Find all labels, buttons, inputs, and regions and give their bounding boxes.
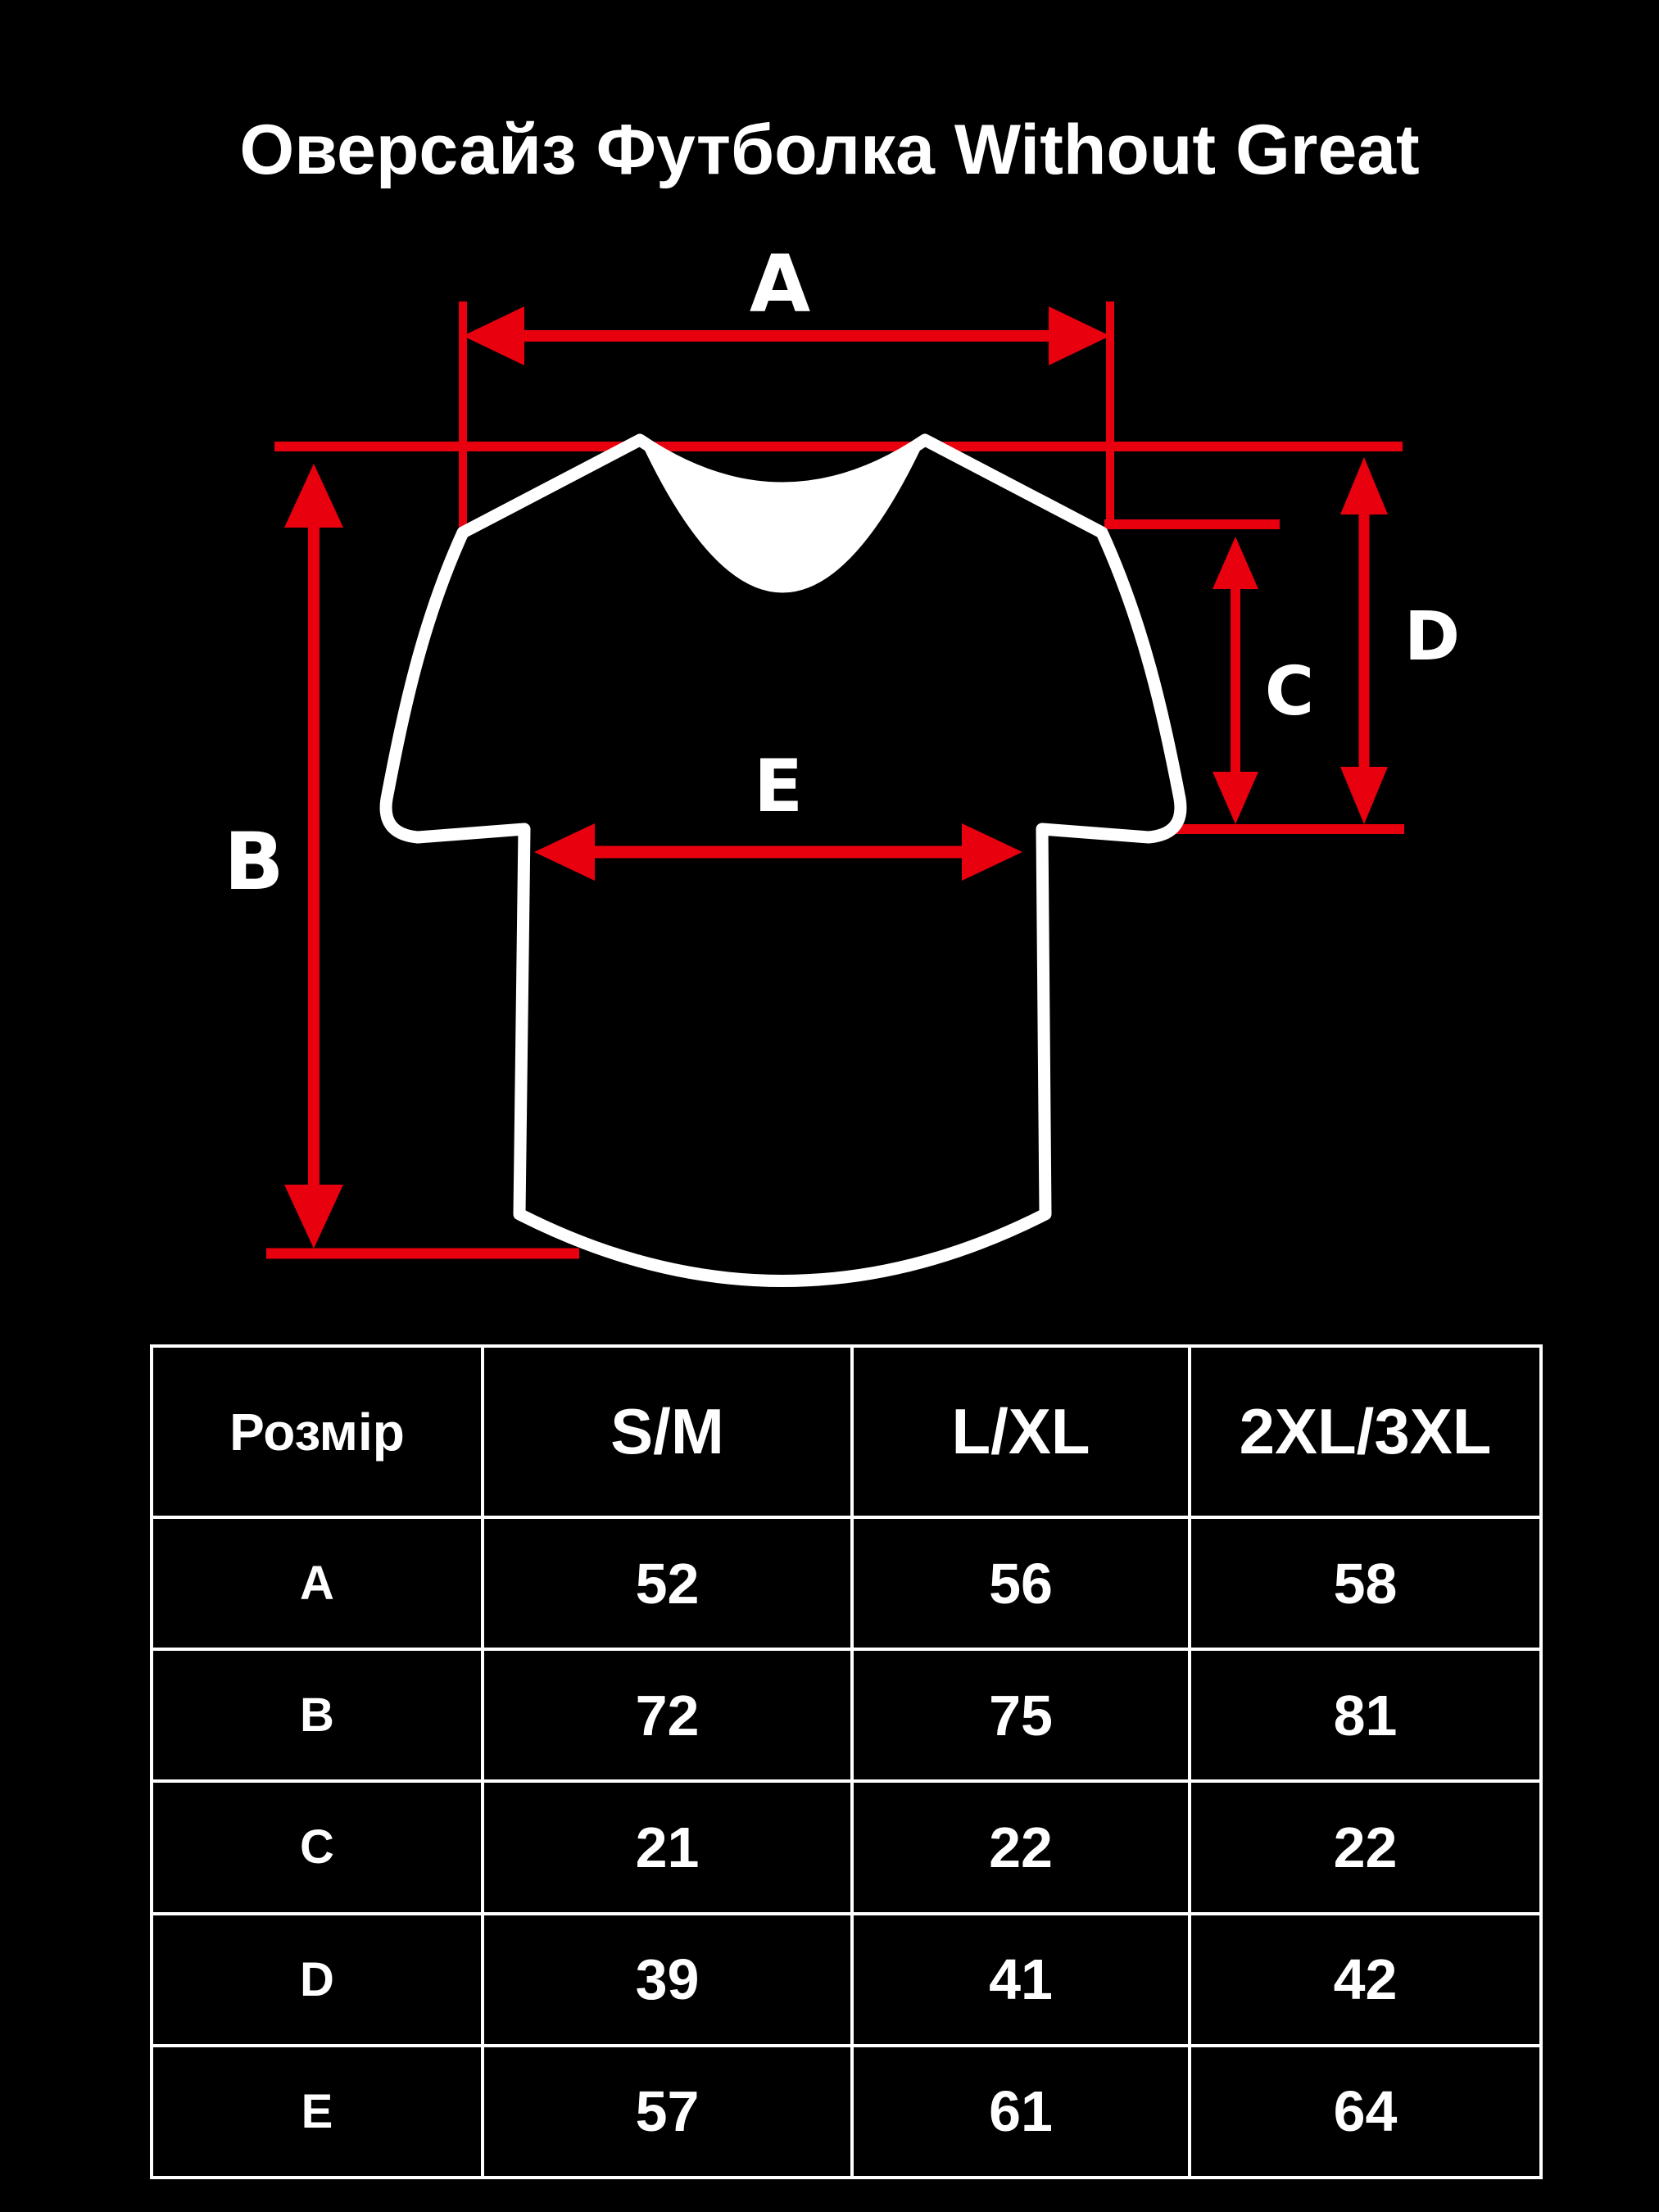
size-table-cell: 52 <box>484 1519 850 1648</box>
size-table-cell: 21 <box>484 1783 850 1912</box>
dimension-arrow-d <box>1340 457 1388 824</box>
tshirt-collar <box>640 440 925 593</box>
size-table-cell: 22 <box>854 1783 1188 1912</box>
arrow-e-head-right <box>962 823 1022 881</box>
size-table-cell: 61 <box>854 2047 1188 2176</box>
tshirt-measurement-diagram: A B C D E <box>224 238 1460 1287</box>
dimension-arrow-b <box>266 464 579 1259</box>
size-table-row-label: C <box>153 1783 481 1912</box>
dimension-label-e: E <box>754 744 803 828</box>
arrow-a-head-right <box>1049 306 1110 365</box>
size-table-cell: 22 <box>1191 1783 1539 1912</box>
size-table-header-lxl: L/XL <box>854 1348 1188 1516</box>
size-table: Розмір S/M L/XL 2XL/3XL A 52 56 58 B 72 … <box>150 1344 1543 2179</box>
tshirt-outline <box>379 433 1187 1287</box>
arrow-c-head-top <box>1213 537 1258 589</box>
size-table-header-sm: S/M <box>484 1348 850 1516</box>
dimension-label-c: C <box>1265 653 1314 731</box>
page-title: Оверсайз Футболка Without Great <box>239 111 1420 189</box>
dimension-arrow-c <box>1213 537 1258 824</box>
arrow-d-head-bottom <box>1340 767 1388 824</box>
size-table-cell: 72 <box>484 1651 850 1780</box>
size-table-cell: 56 <box>854 1519 1188 1648</box>
size-table-cell: 39 <box>484 1915 850 2044</box>
arrow-e-head-left <box>534 823 595 881</box>
dimension-lines-behind <box>266 301 1404 1259</box>
size-table-cell: 64 <box>1191 2047 1539 2176</box>
arrow-c-head-bottom <box>1213 772 1258 824</box>
size-table-cell: 41 <box>854 1915 1188 2044</box>
arrow-a-head-left <box>463 306 524 365</box>
size-table-row-label: E <box>153 2047 481 2176</box>
tshirt-graphic <box>379 433 1187 1287</box>
size-table-header-size: Розмір <box>153 1348 481 1516</box>
arrow-b-head-top <box>284 464 343 528</box>
size-table-header-2xl3xl: 2XL/3XL <box>1191 1348 1539 1516</box>
size-table-row-label: A <box>153 1519 481 1648</box>
size-table-row-label: B <box>153 1651 481 1780</box>
dimension-arrow-a <box>459 301 1114 531</box>
dimension-label-a: A <box>750 238 810 330</box>
size-table-cell: 57 <box>484 2047 850 2176</box>
arrow-d-head-top <box>1340 457 1388 514</box>
size-table-cell: 42 <box>1191 1915 1539 2044</box>
arrow-b-head-bottom <box>284 1185 343 1249</box>
dimension-label-d: D <box>1404 598 1460 676</box>
dimension-label-b: B <box>224 816 283 908</box>
size-table-row-label: D <box>153 1915 481 2044</box>
dimension-arrow-e <box>534 823 1022 881</box>
size-table-cell: 81 <box>1191 1651 1539 1780</box>
size-table-cell: 75 <box>854 1651 1188 1780</box>
size-table-cell: 58 <box>1191 1519 1539 1648</box>
